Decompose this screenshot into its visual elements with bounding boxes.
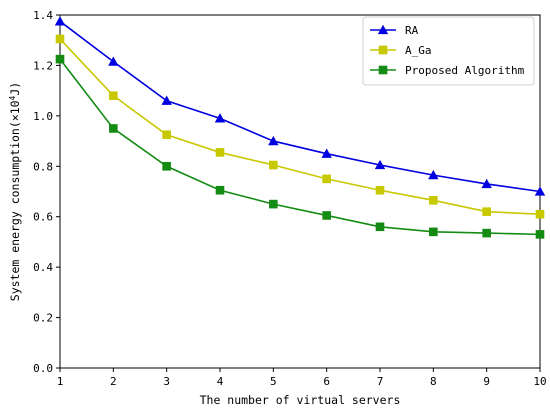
x-tick-label: 5 (270, 375, 277, 388)
y-axis-label-exponent: 4 (8, 95, 17, 100)
x-tick-label: 6 (323, 375, 330, 388)
data-point (269, 160, 278, 170)
data-point (321, 148, 332, 158)
data-point (322, 174, 331, 184)
y-tick-label: 0.8 (33, 160, 53, 173)
data-point (535, 230, 545, 239)
data-point (162, 161, 171, 171)
y-tick-label: 1.4 (33, 9, 53, 22)
y-tick-label: 0.2 (33, 312, 53, 325)
data-point (55, 54, 65, 64)
legend: RA A_Ga Proposed Algorithm (362, 16, 535, 86)
legend-box (362, 16, 535, 86)
x-tick-label: 4 (217, 375, 224, 388)
data-point (428, 169, 439, 180)
legend-item: A_Ga (370, 44, 432, 57)
data-point (215, 185, 225, 195)
data-point (269, 199, 278, 209)
series-layer (54, 16, 546, 239)
data-point (109, 91, 118, 100)
x-tick-label: 3 (163, 375, 170, 388)
legend-label: A_Ga (405, 44, 432, 57)
data-point (55, 34, 65, 44)
data-point (429, 196, 438, 205)
series-line (59, 38, 541, 215)
legend-marker (378, 65, 388, 75)
legend-label: Proposed Algorithm (405, 64, 525, 77)
series-2 (55, 54, 545, 239)
axes: 1 2 3 4 5 6 7 8 9 10 0.0 0.2 0.4 0.6 0.8 1.0 1.2 1.4 (33, 9, 547, 388)
data-point (109, 124, 118, 133)
legend-marker (378, 45, 388, 55)
legend-item: Proposed Algorithm (370, 64, 525, 77)
x-tick-label: 7 (377, 375, 384, 388)
x-tick-label: 2 (110, 375, 117, 388)
series-line (59, 20, 541, 193)
legend-label: RA (405, 24, 419, 37)
data-point (161, 95, 172, 105)
data-point (429, 227, 438, 237)
data-point (535, 209, 545, 219)
y-tick-label: 0.6 (33, 211, 53, 224)
x-tick-label: 9 (483, 375, 490, 388)
data-point (322, 211, 331, 220)
y-tick-label: 1.2 (33, 59, 53, 72)
data-point (375, 185, 385, 195)
legend-item: RA (370, 24, 419, 37)
data-point (162, 130, 171, 140)
y-axis-label-prefix: System energy consumption(×10 (8, 100, 22, 301)
data-point (375, 222, 385, 232)
y-axis-label: System energy consumption(×104J) (8, 82, 23, 301)
series-0 (54, 16, 546, 196)
data-point (54, 16, 66, 26)
legend-marker (377, 24, 389, 35)
x-tick-label: 8 (430, 375, 437, 388)
y-tick-label: 0.0 (33, 362, 53, 375)
series-1 (55, 34, 545, 219)
data-point (268, 135, 279, 146)
data-point (215, 148, 225, 157)
data-point (534, 186, 546, 196)
data-point (374, 159, 386, 170)
data-point (481, 178, 492, 189)
x-tick-label: 10 (533, 375, 546, 388)
data-point (482, 228, 491, 238)
y-tick-label: 0.4 (33, 261, 53, 274)
y-tick-label: 1.0 (33, 110, 53, 123)
data-point (482, 207, 491, 216)
y-axis-label-suffix: J) (8, 82, 22, 96)
x-tick-label: 1 (57, 375, 64, 388)
data-point (214, 113, 226, 123)
data-point (108, 56, 119, 66)
series-line (59, 58, 541, 236)
x-axis-label: The number of virtual servers (200, 393, 401, 407)
